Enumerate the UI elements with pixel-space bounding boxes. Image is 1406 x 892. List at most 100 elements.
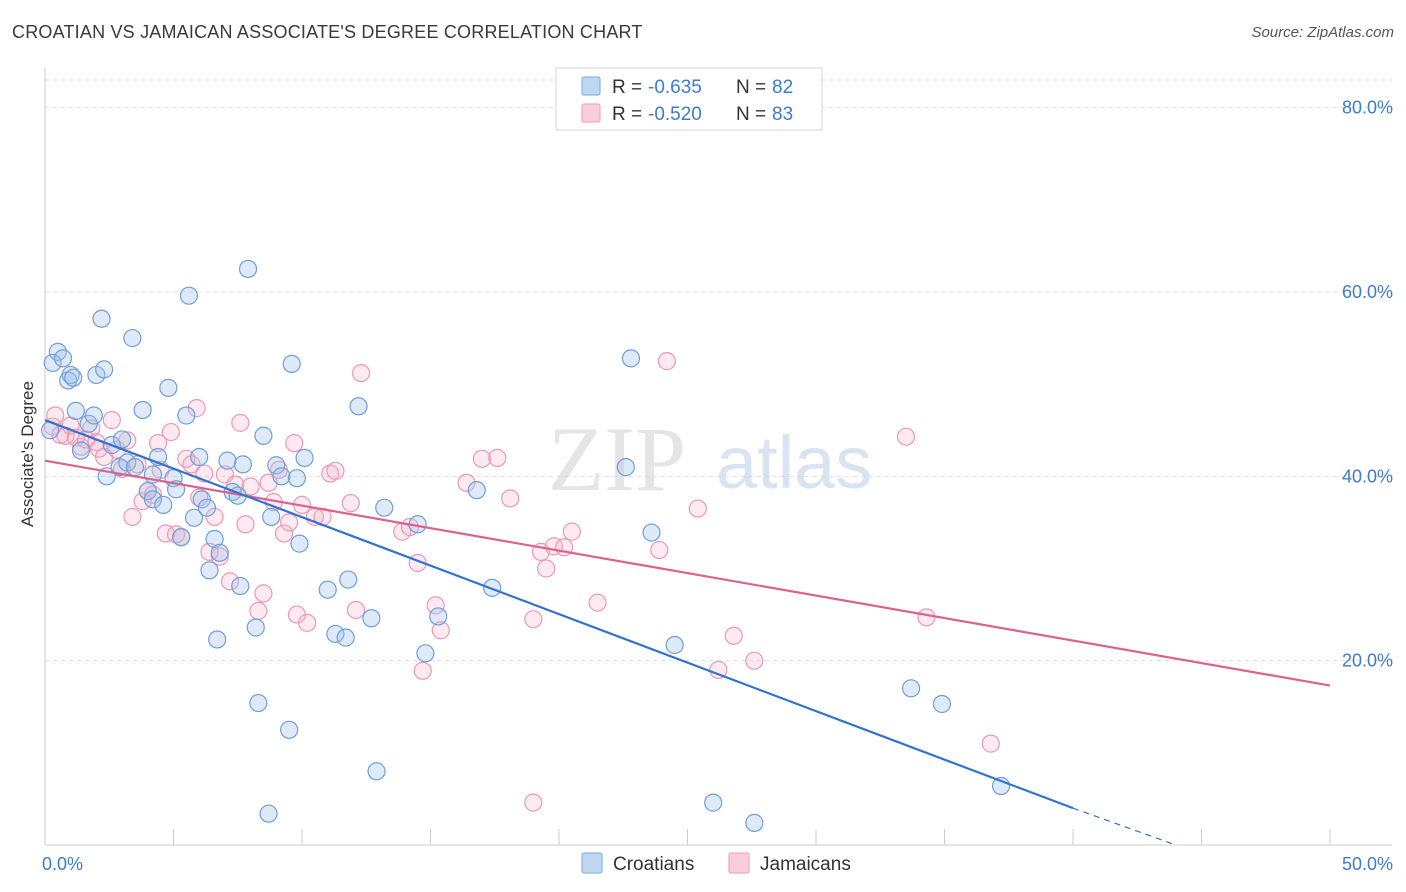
croatian-point bbox=[326, 624, 345, 644]
jamaican-point bbox=[431, 621, 450, 640]
croatian-point bbox=[375, 498, 394, 517]
croatian-point bbox=[246, 618, 265, 637]
croatian-point bbox=[745, 813, 764, 832]
croatian-point bbox=[190, 447, 209, 467]
legend-swatch bbox=[581, 76, 601, 96]
croatian-point bbox=[259, 804, 278, 823]
jamaican-point bbox=[501, 489, 520, 508]
jamaican-point bbox=[182, 455, 201, 474]
croatian-point bbox=[197, 498, 217, 517]
croatian-trend-line bbox=[44, 419, 1074, 810]
y-tick-label: 40.0% bbox=[1342, 466, 1393, 486]
jamaican-point bbox=[285, 434, 304, 453]
croatian-point bbox=[429, 607, 448, 626]
jamaican-point bbox=[205, 507, 224, 526]
jamaican-point bbox=[917, 608, 936, 627]
croatian-point bbox=[208, 630, 227, 649]
croatian-point bbox=[621, 349, 641, 368]
croatian-point bbox=[172, 528, 191, 547]
croatian-point bbox=[290, 534, 309, 553]
jamaican-point bbox=[123, 507, 142, 526]
jamaican-point bbox=[321, 464, 340, 483]
jamaican-point bbox=[537, 559, 556, 578]
jamaican-point bbox=[220, 572, 240, 591]
croatian-point bbox=[95, 360, 114, 379]
croatian-point bbox=[339, 570, 358, 589]
jamaican-point bbox=[231, 413, 250, 432]
croatian-point bbox=[262, 507, 281, 526]
jamaican-point bbox=[524, 793, 543, 812]
legend-r-label: R = bbox=[612, 104, 642, 125]
jamaican-point bbox=[524, 610, 543, 629]
jamaican-point bbox=[724, 626, 743, 645]
legend-r-label: R = bbox=[612, 77, 642, 98]
jamaican-point bbox=[280, 513, 299, 532]
jamaican-point bbox=[896, 427, 916, 446]
croatian-trend-extension bbox=[1072, 807, 1177, 846]
series-croatians bbox=[41, 259, 1011, 832]
croatian-point bbox=[184, 508, 204, 527]
jamaican-point bbox=[102, 411, 121, 430]
chart-title: CROATIAN VS JAMAICAN ASSOCIATE'S DEGREE … bbox=[12, 22, 643, 42]
jamaican-point bbox=[413, 661, 432, 680]
croatian-point bbox=[210, 543, 229, 562]
croatian-point bbox=[205, 529, 224, 549]
croatian-point bbox=[177, 406, 196, 425]
croatian-point bbox=[179, 286, 199, 305]
jamaican-point bbox=[472, 449, 491, 468]
jamaican-point bbox=[341, 493, 360, 513]
croatian-point bbox=[231, 576, 250, 596]
croatian-point bbox=[43, 353, 62, 373]
croatian-point bbox=[125, 458, 145, 477]
croatian-point bbox=[254, 426, 273, 445]
croatian-point bbox=[159, 378, 178, 397]
legend-swatch bbox=[581, 852, 603, 874]
y-tick-label: 80.0% bbox=[1342, 98, 1393, 118]
croatian-point bbox=[66, 401, 85, 420]
croatian-point bbox=[92, 309, 111, 328]
croatian-point bbox=[53, 349, 73, 368]
jamaican-point bbox=[274, 524, 294, 543]
watermark-atlas: atlas bbox=[716, 421, 872, 504]
jamaican-point bbox=[298, 613, 317, 632]
jamaican-point bbox=[562, 522, 581, 541]
legend-swatch bbox=[728, 852, 750, 874]
croatian-point bbox=[267, 456, 286, 475]
jamaican-point bbox=[650, 540, 669, 560]
jamaican-point bbox=[190, 488, 209, 507]
croatian-point bbox=[238, 259, 258, 279]
croatian-point bbox=[249, 693, 268, 713]
jamaican-point bbox=[241, 477, 260, 496]
croatian-point bbox=[349, 397, 368, 416]
croatian-point bbox=[154, 495, 173, 514]
jamaican-point bbox=[657, 352, 677, 371]
jamaican-point bbox=[326, 461, 345, 480]
croatian-point bbox=[280, 720, 299, 739]
croatian-point bbox=[467, 481, 486, 500]
croatian-point bbox=[901, 679, 921, 698]
jamaican-point bbox=[588, 593, 607, 612]
legend-stats: R = -0.635 N = 82 R = -0.520 N = 83 bbox=[555, 67, 823, 131]
jamaican-point bbox=[488, 448, 507, 467]
jamaican-trend-line bbox=[44, 459, 1331, 687]
legend-series: Croatians Jamaicans bbox=[581, 852, 851, 875]
jamaican-point bbox=[254, 584, 273, 603]
croatian-point bbox=[112, 430, 132, 449]
croatian-point bbox=[336, 628, 355, 647]
croatian-point bbox=[932, 694, 952, 714]
legend-swatch bbox=[581, 103, 601, 123]
y-tick-label: 20.0% bbox=[1342, 651, 1393, 671]
croatian-point bbox=[71, 441, 91, 460]
trend-lines bbox=[44, 419, 1331, 846]
croatian-point bbox=[84, 406, 103, 425]
croatian-point bbox=[616, 458, 635, 477]
legend-r-value: -0.635 bbox=[648, 77, 702, 98]
jamaican-point bbox=[981, 734, 1000, 753]
legend-n-label: N = bbox=[736, 104, 766, 125]
jamaican-point bbox=[346, 600, 366, 620]
croatian-point bbox=[704, 793, 723, 812]
croatian-point bbox=[272, 467, 291, 486]
croatian-point bbox=[233, 455, 252, 474]
croatian-point bbox=[295, 448, 314, 467]
